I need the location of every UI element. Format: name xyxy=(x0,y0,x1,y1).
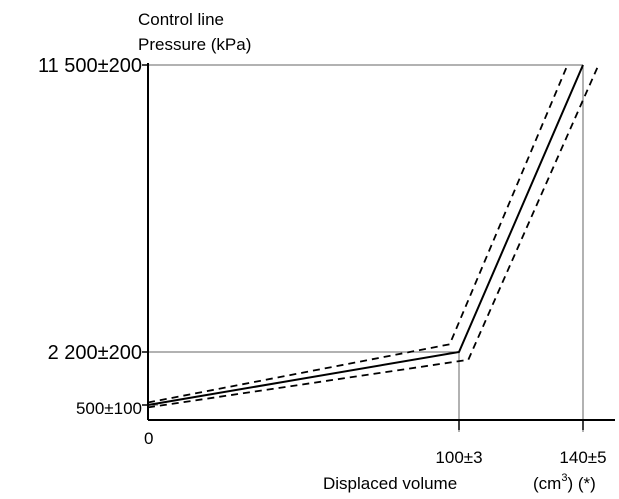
y-axis-label-line-1: Control line xyxy=(138,10,224,29)
x-tick-label: 100±3 xyxy=(435,448,482,467)
tolerance-curve-1 xyxy=(147,64,569,404)
x-unit-post: ) (*) xyxy=(567,474,595,493)
y-tick-label: 2 200±200 xyxy=(48,342,142,364)
series-lines xyxy=(147,64,600,409)
x-unit-superscript: 3 xyxy=(561,472,567,484)
nominal-curve-0 xyxy=(147,64,584,406)
x-unit-pre: (cm xyxy=(533,474,561,493)
y-axis-label-line-2: Pressure (kPa) xyxy=(138,35,251,54)
x-axis-unit: (cm3) (*) xyxy=(533,472,596,493)
y-tick-label: 11 500±200 xyxy=(38,55,142,77)
y-tick-labels: 500±100 2 200±200 11 500±200 xyxy=(38,55,148,418)
x-tick-label: 140±5 xyxy=(559,448,606,467)
x-axis-label: Displaced volume xyxy=(323,474,457,493)
y-tick-label: 500±100 xyxy=(76,399,142,418)
x-tick-label: 0 xyxy=(144,429,153,448)
x-tick-labels: 0 100±3 140±5 xyxy=(144,420,607,467)
tolerance-curve-2 xyxy=(147,64,600,409)
